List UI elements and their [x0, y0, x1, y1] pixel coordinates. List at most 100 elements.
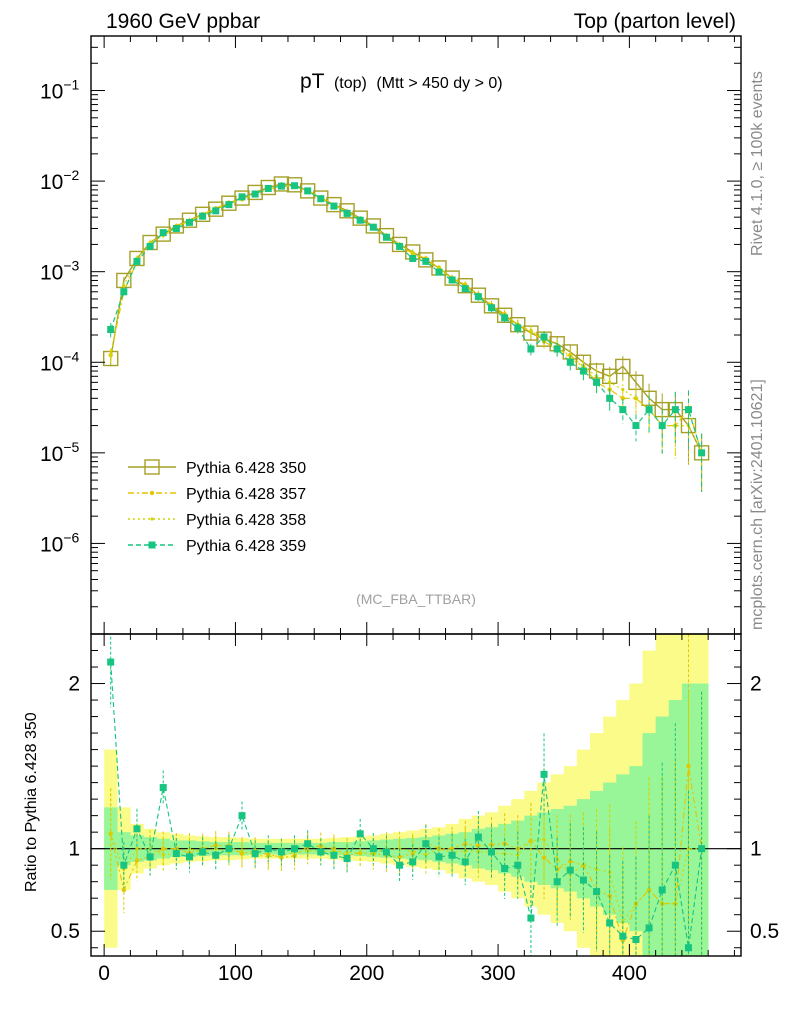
ratio-point: [291, 845, 299, 853]
ratio-point: [647, 888, 651, 892]
ratio-point: [159, 784, 167, 792]
data-point: [457, 278, 473, 294]
data-point: [488, 304, 496, 312]
legend-marker: [148, 541, 156, 549]
data-point: [632, 422, 640, 430]
data-point: [181, 212, 198, 228]
series-line-s358: [110, 185, 703, 454]
ratio-point: [317, 848, 325, 856]
data-point: [273, 176, 290, 192]
ratio-ylabel: Ratio to Pythia 6.428 350: [23, 712, 40, 892]
ratio-tick-label-left: 2: [68, 673, 80, 696]
data-point: [422, 257, 430, 265]
data-point: [448, 276, 456, 284]
data-point: [194, 206, 211, 223]
data-point: [199, 212, 207, 220]
ratio-point: [135, 847, 139, 851]
ratio-point: [579, 876, 587, 884]
data-point: [159, 229, 167, 237]
data-point: [529, 329, 533, 333]
ratio-series-s359: [107, 634, 706, 956]
data-point: [621, 387, 625, 392]
data-point: [221, 195, 237, 211]
data-point: [418, 252, 434, 268]
ratio-point: [356, 830, 364, 838]
ratio-tick-label-right: 2: [750, 673, 762, 696]
ratio-point: [686, 763, 691, 769]
main-plot-area: [102, 176, 710, 492]
ratio-point: [343, 855, 351, 863]
data-point: [411, 251, 415, 255]
data-point: [645, 406, 653, 414]
data-point: [172, 224, 180, 232]
ratio-point: [606, 919, 614, 927]
ratio-point: [514, 861, 522, 869]
data-point: [146, 242, 154, 250]
y-tick-label: 10−3: [40, 258, 80, 285]
data-point: [107, 326, 115, 334]
ratio-point: [516, 853, 520, 857]
ratio-point: [369, 845, 377, 853]
legend-marker: [149, 490, 155, 496]
ratio-point: [619, 932, 627, 940]
ratio-point: [238, 812, 246, 820]
ratio-point: [240, 849, 244, 853]
ratio-point: [396, 861, 404, 869]
ratio-point: [474, 833, 482, 841]
ratio-point: [109, 832, 113, 836]
ratio-point: [488, 848, 496, 856]
ratio-point: [251, 850, 259, 858]
ratio-tick-label-right: 1: [750, 838, 762, 861]
data-point: [155, 226, 171, 242]
data-point: [133, 257, 141, 265]
ratio-point: [645, 924, 653, 932]
data-point: [330, 202, 338, 210]
legend-entry-s350: Pythia 6.428 350: [128, 459, 306, 477]
ratio-point: [161, 853, 165, 857]
data-point: [212, 207, 220, 215]
ratio-point: [277, 848, 285, 856]
ratio-line-s359: [110, 662, 703, 948]
data-point: [553, 345, 561, 353]
ratio-point: [435, 853, 443, 861]
ratio-point: [448, 851, 456, 859]
ratio-point: [461, 858, 469, 866]
ratio-point: [382, 848, 390, 856]
ratio-point: [566, 866, 574, 874]
data-point: [109, 353, 113, 357]
data-point: [185, 218, 193, 226]
ratio-plot-area: [91, 634, 741, 956]
header-energy-label: 1960 GeV ppbar: [106, 10, 260, 33]
legend: Pythia 6.428 350 Pythia 6.428 357 Pythia 6…: [128, 459, 306, 555]
title-sub: (top): [334, 75, 367, 92]
data-point: [514, 324, 522, 332]
legend-marker: [150, 517, 154, 521]
data-point: [129, 250, 145, 267]
data-point: [606, 394, 614, 402]
axes: 0 100 200 300 400 10−6 10−5 10−4 10−3 10−2 10−1 0.5…: [40, 35, 779, 985]
data-point: [343, 209, 351, 217]
data-point: [593, 378, 601, 386]
series-s358: [109, 183, 704, 492]
ratio-point: [172, 850, 180, 858]
ratio-point: [120, 861, 128, 869]
data-point: [225, 201, 233, 209]
main-plot-title: pT (top) (Mtt > 450 dy > 0): [300, 70, 503, 93]
data-point: [634, 396, 638, 400]
legend-entry-s357: Pythia 6.428 357: [128, 486, 306, 503]
data-point: [684, 406, 692, 414]
ratio-point: [330, 851, 338, 859]
ratio-point: [593, 888, 601, 896]
data-point: [277, 182, 285, 190]
rivet-version-label: Rivet 4.1.0, ≥ 100k events: [749, 71, 766, 256]
x-tick-label: 100: [218, 962, 253, 985]
x-tick-label: 300: [481, 962, 516, 985]
y-tick-label: 10−2: [40, 167, 80, 194]
y-tick-label: 10−4: [40, 348, 80, 375]
data-point: [579, 367, 587, 375]
legend-label: Pythia 6.428 357: [186, 486, 306, 503]
legend-label: Pythia 6.428 350: [186, 460, 306, 477]
data-point: [251, 190, 259, 198]
data-point: [365, 218, 382, 234]
